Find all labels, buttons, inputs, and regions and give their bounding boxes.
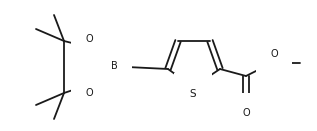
Text: O: O [85, 34, 93, 44]
Text: O: O [242, 108, 250, 118]
Text: O: O [85, 88, 93, 98]
Text: B: B [111, 61, 117, 71]
Text: S: S [190, 89, 196, 99]
Text: O: O [270, 49, 278, 59]
